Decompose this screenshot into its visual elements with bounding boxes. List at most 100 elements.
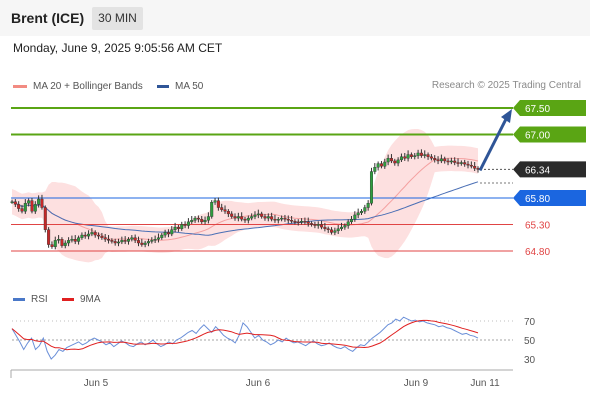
candle-body [393, 160, 397, 164]
level-tag-67.50 [513, 100, 586, 116]
candle-body [83, 234, 87, 237]
candle-body [10, 201, 14, 203]
candle-body [409, 154, 413, 157]
legend-9ma-swatch [62, 298, 74, 301]
candle-body [246, 217, 250, 221]
legend-ma50-swatch [157, 85, 169, 88]
candle-body [50, 244, 54, 247]
candle-body [117, 241, 121, 244]
candle-body [333, 230, 337, 233]
candle-body [156, 237, 160, 240]
candle-body [290, 220, 294, 222]
x-tick-label: Jun 9 [404, 378, 429, 389]
candle-body [276, 218, 280, 221]
candle-body [449, 160, 453, 163]
candle-body [80, 234, 84, 238]
legend-bollinger: MA 20 + Bollinger Bands [13, 81, 143, 92]
candle-body [383, 161, 387, 167]
candle-body [419, 152, 423, 156]
legend-rsi-swatch [13, 298, 25, 301]
instrument-title: Brent (ICE) [11, 10, 85, 26]
candle-body [340, 226, 344, 229]
candle-body [313, 224, 317, 226]
candle-body [166, 232, 170, 235]
candle-body [220, 207, 224, 210]
legend-bollinger-label: MA 20 + Bollinger Bands [33, 81, 143, 92]
candle-body [356, 212, 360, 216]
candle-body [30, 200, 34, 212]
candle-body [203, 220, 207, 223]
candle-body [160, 234, 164, 238]
candle-body [173, 226, 177, 230]
target-arrow-head [501, 109, 512, 124]
candle-body [47, 229, 51, 245]
candle-body [57, 239, 61, 241]
candle-body [439, 158, 443, 162]
candle-body [360, 211, 364, 214]
candle-body [323, 226, 327, 229]
candle-body [243, 218, 247, 221]
candle-body [436, 159, 440, 162]
candle-body [433, 158, 437, 161]
candle-body [206, 216, 210, 221]
candle-body [379, 163, 383, 167]
candle-body [336, 228, 340, 232]
candle-body [296, 221, 300, 224]
candle-body [389, 158, 393, 162]
candle-body [120, 240, 124, 243]
candle-body [426, 154, 430, 157]
candle-body [270, 216, 274, 220]
level-label-64.80: 64.80 [525, 247, 550, 258]
candle-body [107, 239, 111, 241]
candle-body [396, 159, 400, 164]
level-label-65.30: 65.30 [525, 220, 550, 231]
candle-body [316, 224, 320, 226]
candle-body [110, 240, 114, 242]
candle-body [326, 228, 330, 230]
target-arrow-shaft [478, 118, 508, 172]
candle-body [416, 152, 420, 156]
timeframe-badge[interactable]: 30 MIN [92, 7, 143, 30]
candle-body [446, 160, 450, 163]
candle-body [256, 213, 260, 216]
candle-body [350, 218, 354, 223]
candle-body [143, 242, 147, 245]
candle-body [273, 218, 277, 221]
candle-body [13, 201, 17, 205]
candle-body [70, 239, 74, 241]
candle-body [293, 221, 297, 223]
candle-body [283, 217, 287, 220]
candle-body [320, 224, 324, 228]
level-tag-67.00 [513, 126, 586, 143]
rsi-tick-50: 50 [524, 336, 536, 347]
candle-body [280, 217, 284, 220]
candle-body [176, 226, 180, 229]
research-credit: Research © 2025 Trading Central [431, 80, 581, 91]
candle-body [186, 221, 190, 226]
candle-body [463, 162, 467, 165]
candle-body [253, 214, 257, 217]
ma50-line [11, 181, 479, 236]
candle-body [17, 204, 21, 209]
candle-body [136, 240, 140, 244]
rsi-ma9-line [11, 319, 479, 351]
candle-body [300, 221, 304, 223]
legend-rsi: RSI [13, 294, 48, 305]
candle-body [263, 216, 267, 219]
candle-body [286, 218, 290, 221]
candle-body [53, 240, 57, 247]
candle-body [443, 158, 447, 162]
datetime-label: Monday, June 9, 2025 9:05:56 AM CET [13, 41, 223, 55]
candle-body [260, 213, 264, 217]
candle-body [363, 207, 367, 212]
candle-body [213, 200, 217, 203]
rsi-tick-70: 70 [524, 317, 536, 328]
level-label-67.00: 67.00 [525, 130, 550, 141]
candle-body [37, 198, 41, 205]
legend-9ma-label: 9MA [80, 294, 101, 305]
candle-body [23, 203, 27, 212]
candle-body [40, 198, 44, 208]
candle-body [170, 229, 174, 235]
legend-ma50-label: MA 50 [175, 81, 204, 92]
